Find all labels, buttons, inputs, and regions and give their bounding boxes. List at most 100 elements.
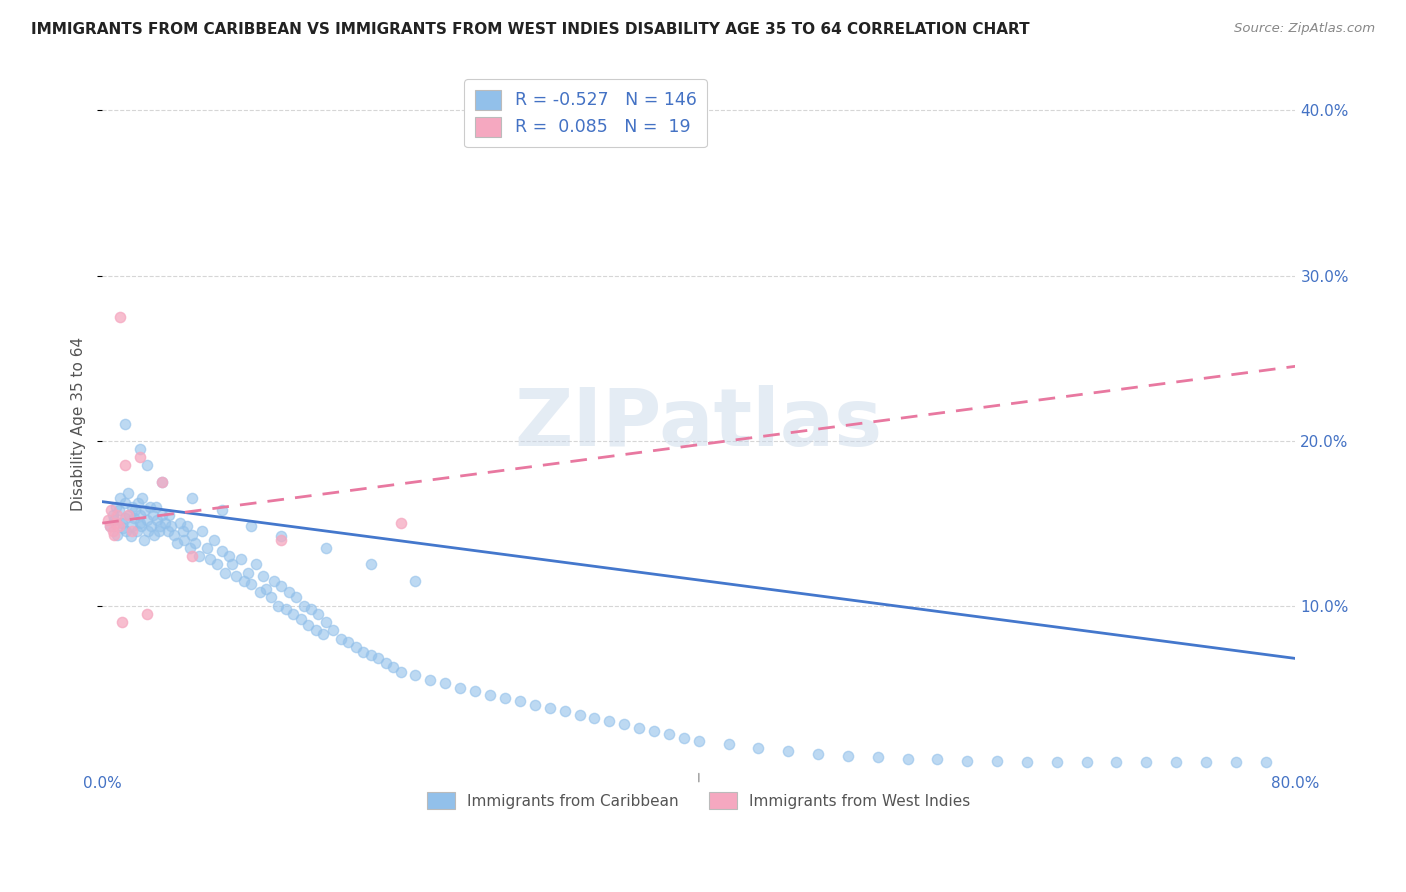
Point [270,579,292,593]
Point [108,310,131,324]
Point [643,724,665,739]
Point [1015,756,1038,770]
Point [329,632,352,646]
Point [129,519,152,533]
Point [956,754,979,768]
Point [225,569,247,583]
Point [494,691,516,706]
Point [117,486,139,500]
Point [128,516,150,530]
Point [156,524,179,539]
Point [115,524,138,539]
Point [141,519,163,533]
Point [297,618,319,632]
Point [114,496,136,510]
Point [866,750,889,764]
Point [121,519,143,533]
Point [449,681,471,695]
Point [100,503,122,517]
Point [120,529,142,543]
Point [136,458,159,473]
Point [897,752,920,766]
Point [389,665,412,679]
Point [292,599,315,613]
Point [778,744,800,758]
Point [105,527,128,541]
Point [523,698,546,712]
Point [367,651,389,665]
Point [131,491,153,506]
Point [267,599,290,613]
Point [344,640,367,654]
Point [136,607,159,621]
Point [172,524,194,539]
Point [1076,756,1098,770]
Point [360,558,382,572]
Point [211,544,233,558]
Point [807,747,830,761]
Point [285,591,308,605]
Point [176,519,198,533]
Legend: Immigrants from Caribbean, Immigrants from West Indies: Immigrants from Caribbean, Immigrants fr… [422,786,976,815]
Point [98,519,121,533]
Point [263,574,285,588]
Point [299,602,322,616]
Point [927,752,949,766]
Point [1105,756,1128,770]
Point [107,503,129,517]
Point [290,612,312,626]
Text: Source: ZipAtlas.com: Source: ZipAtlas.com [1234,22,1375,36]
Point [1135,756,1157,770]
Point [180,491,202,506]
Point [153,516,176,530]
Point [281,607,304,621]
Point [205,558,228,572]
Point [214,566,236,580]
Point [568,707,591,722]
Point [150,508,173,522]
Point [118,508,141,522]
Point [277,585,299,599]
Point [122,511,145,525]
Point [191,524,214,539]
Point [128,442,150,456]
Point [150,475,173,489]
Point [1046,756,1069,770]
Point [218,549,240,563]
Point [103,513,125,527]
Point [419,673,441,687]
Point [124,503,146,517]
Point [554,704,576,718]
Point [112,521,135,535]
Point [139,500,162,514]
Point [110,615,132,629]
Point [479,688,502,702]
Point [583,711,606,725]
Point [163,527,186,541]
Point [202,533,225,547]
Point [249,585,271,599]
Point [229,552,252,566]
Point [110,516,132,530]
Point [270,533,292,547]
Point [240,577,263,591]
Point [837,748,859,763]
Point [538,701,561,715]
Point [986,754,1008,768]
Point [101,508,124,522]
Text: ZIPatlas: ZIPatlas [515,385,883,463]
Point [404,574,426,588]
Point [149,519,172,533]
Point [389,516,412,530]
Point [180,549,202,563]
Point [628,721,651,735]
Point [159,519,181,533]
Point [136,513,159,527]
Point [434,676,457,690]
Point [157,508,180,522]
Point [198,552,221,566]
Point [304,624,326,638]
Y-axis label: Disability Age 35 to 64: Disability Age 35 to 64 [72,337,86,511]
Point [188,549,211,563]
Point [464,684,486,698]
